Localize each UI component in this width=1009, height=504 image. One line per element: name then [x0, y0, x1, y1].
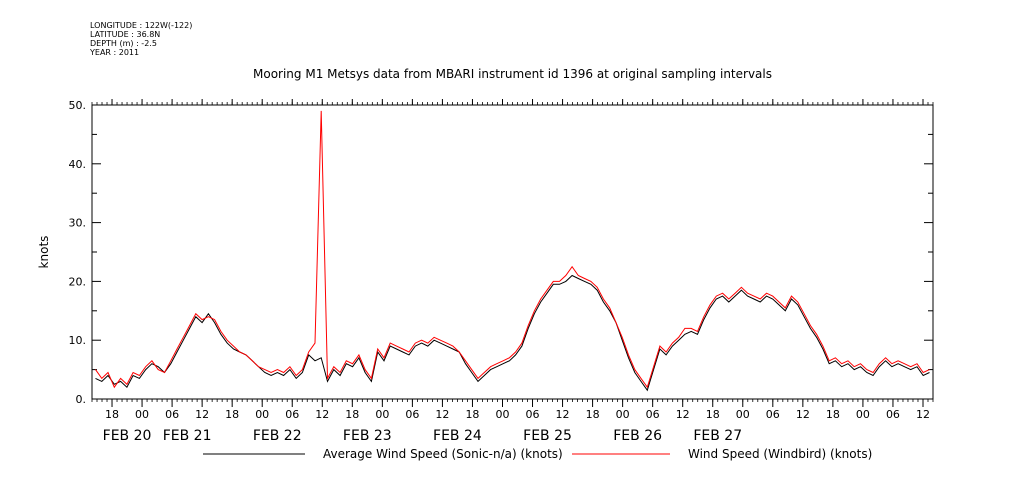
x-hour-label: 00 — [856, 408, 870, 421]
y-tick-label: 20. — [69, 275, 87, 288]
x-hour-label: 12 — [195, 408, 209, 421]
x-day-label: FEB 22 — [253, 428, 302, 444]
x-hour-label: 12 — [916, 408, 930, 421]
x-hour-label: 12 — [556, 408, 570, 421]
x-hour-label: 00 — [135, 408, 149, 421]
y-tick-label: 40. — [69, 158, 87, 171]
depth-label: DEPTH (m) : -2.5 — [90, 39, 157, 48]
x-hour-label: 18 — [225, 408, 239, 421]
x-hour-label: 18 — [105, 408, 119, 421]
x-hour-label: 06 — [766, 408, 780, 421]
x-day-label: FEB 20 — [103, 428, 152, 444]
x-hour-label: 18 — [465, 408, 479, 421]
x-hour-label: 06 — [405, 408, 419, 421]
x-hour-label: 18 — [826, 408, 840, 421]
x-hour-label: 12 — [796, 408, 810, 421]
x-day-label: FEB 26 — [613, 428, 662, 444]
y-tick-label: 0. — [76, 393, 87, 406]
x-day-label: FEB 23 — [343, 428, 392, 444]
x-hour-label: 00 — [495, 408, 509, 421]
x-hour-label: 06 — [646, 408, 660, 421]
x-hour-label: 00 — [736, 408, 750, 421]
x-day-label: FEB 24 — [433, 428, 482, 444]
x-hour-label: 06 — [285, 408, 299, 421]
x-hour-label: 18 — [345, 408, 359, 421]
x-hour-label: 00 — [255, 408, 269, 421]
x-hour-label: 18 — [706, 408, 720, 421]
legend-label-average: Average Wind Speed (Sonic-n/a) (knots) — [323, 447, 563, 461]
x-hour-label: 00 — [375, 408, 389, 421]
x-hour-label: 06 — [886, 408, 900, 421]
x-hour-label: 12 — [315, 408, 329, 421]
location-metadata: LONGITUDE : 122W(-122) LATITUDE : 36.8N … — [90, 21, 192, 57]
x-hour-label: 12 — [676, 408, 690, 421]
windbird-wind-speed-line — [95, 110, 930, 389]
y-tick-label: 10. — [69, 334, 87, 347]
x-hour-label: 06 — [165, 408, 179, 421]
y-axis-label: knots — [37, 236, 51, 269]
x-hour-label: 12 — [435, 408, 449, 421]
longitude-label: LONGITUDE : 122W(-122) — [90, 21, 193, 30]
x-hour-label: 06 — [526, 408, 540, 421]
legend-label-windbird: Wind Speed (Windbird) (knots) — [688, 447, 872, 461]
y-tick-label: 50. — [69, 99, 87, 112]
x-hour-label: 18 — [586, 408, 600, 421]
x-day-label: FEB 27 — [693, 428, 742, 444]
y-tick-label: 30. — [69, 217, 87, 230]
x-hour-label: 00 — [616, 408, 630, 421]
x-day-label: FEB 21 — [163, 428, 212, 444]
average-wind-speed-line — [95, 274, 930, 392]
chart-title: Mooring M1 Metsys data from MBARI instru… — [253, 67, 772, 81]
x-day-label: FEB 25 — [523, 428, 572, 444]
year-label: YEAR : 2011 — [90, 48, 140, 57]
latitude-label: LATITUDE : 36.8N — [90, 30, 161, 39]
